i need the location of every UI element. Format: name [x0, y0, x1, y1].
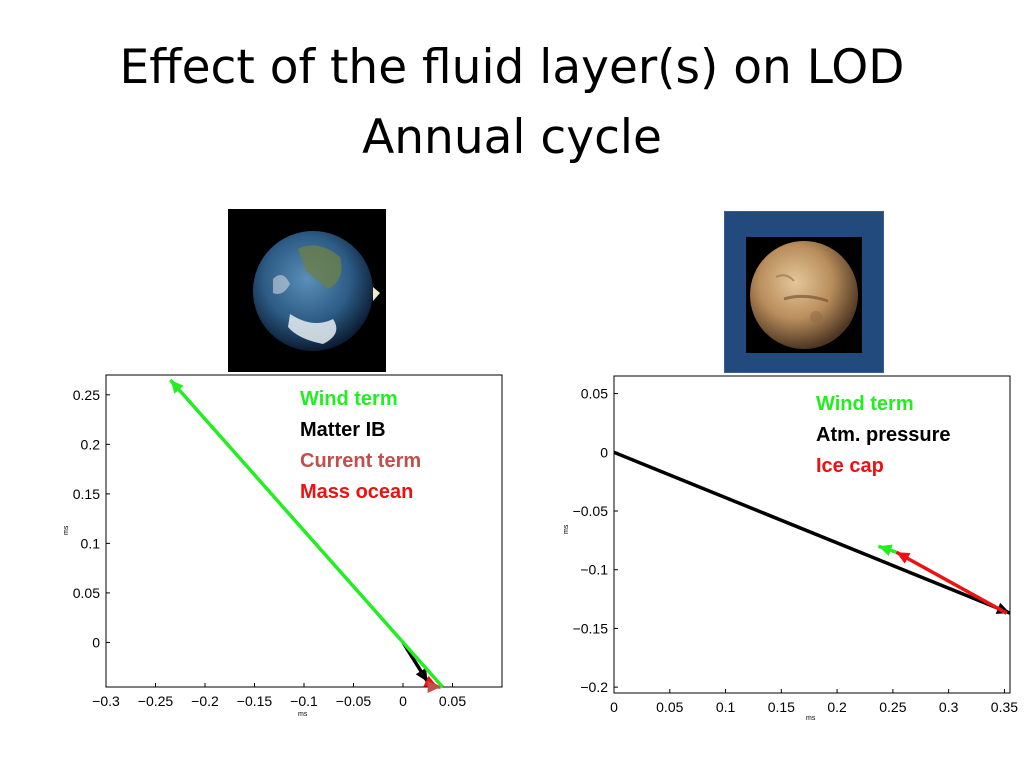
left-xtick-label: 0.05: [439, 693, 466, 709]
left-ytick-label: 0.1: [81, 535, 101, 551]
right-ytick-label: −0.1: [580, 562, 608, 578]
right-xtick-label: 0.3: [939, 699, 959, 715]
right-legend: Wind term Atm. pressure Ice cap: [816, 389, 951, 482]
left-ytick-label: 0: [92, 634, 100, 650]
left-ytick-label: 0.25: [73, 387, 100, 403]
right-ytick-label: −0.05: [573, 503, 609, 519]
left-xtick-label: −0.1: [290, 693, 318, 709]
left-chart-ylabel: ms: [63, 525, 70, 535]
left-xtick-label: −0.25: [138, 693, 174, 709]
right-chart-xlabel: ms: [806, 715, 816, 722]
left-xtick-label: 0: [399, 693, 407, 709]
left-ytick-label: 0.05: [73, 585, 100, 601]
right-ytick-label: −0.15: [573, 620, 609, 636]
right-ytick-label: 0: [600, 444, 608, 460]
left-arrowhead-matter-ib: [415, 667, 428, 683]
right-xtick-label: 0: [610, 699, 618, 715]
left-legend: Wind term Matter IB Current term Mass ocean: [300, 384, 421, 508]
right-xtick-label: 0.05: [656, 699, 683, 715]
left-legend-item: Current term: [300, 450, 422, 472]
left-legend-item: Mass ocean: [300, 481, 414, 503]
right-ytick-label: 0.05: [581, 386, 608, 402]
left-legend-item: Wind term: [300, 388, 398, 410]
left-xtick-label: −0.3: [92, 693, 120, 709]
right-xtick-label: 0.25: [879, 699, 906, 715]
right-chart-ylabel: ms: [563, 524, 570, 534]
left-xtick-label: −0.05: [336, 693, 372, 709]
left-ytick-label: 0.2: [81, 436, 101, 452]
right-xtick-label: 0.1: [716, 699, 736, 715]
left-xtick-label: −0.2: [191, 693, 219, 709]
right-xtick-label: 0.2: [827, 699, 847, 715]
right-legend-item: Wind term: [816, 393, 914, 415]
right-ytick-label: −0.2: [580, 679, 608, 695]
right-series-ice-cap: [895, 550, 1008, 615]
slide-title-line2: Annual cycle: [362, 110, 662, 165]
mars-globe-image: [746, 237, 862, 353]
right-legend-item: Atm. pressure: [816, 424, 951, 446]
earth-globe-image: [228, 209, 386, 372]
left-ytick-label: 0.15: [73, 486, 100, 502]
right-arrowhead-wind-term: [878, 544, 893, 557]
right-series-atm-pressure: [613, 450, 1011, 615]
left-arrowhead-wind-term: [170, 379, 184, 394]
right-xtick-label: 0.15: [768, 699, 795, 715]
left-xtick-label: −0.15: [237, 693, 273, 709]
left-chart-xlabel: ms: [298, 711, 308, 718]
slide-title-line1: Effect of the fluid layer(s) on LOD: [119, 40, 905, 95]
left-legend-item: Matter IB: [300, 419, 386, 441]
right-legend-item: Ice cap: [816, 455, 884, 477]
left-series-wind-term: [169, 378, 444, 689]
mars-image-frame: [724, 211, 884, 373]
left-arrowhead-current-term: [427, 681, 441, 693]
right-xtick-label: 0.35: [991, 699, 1018, 715]
right-arrowhead-ice-cap: [896, 552, 911, 564]
